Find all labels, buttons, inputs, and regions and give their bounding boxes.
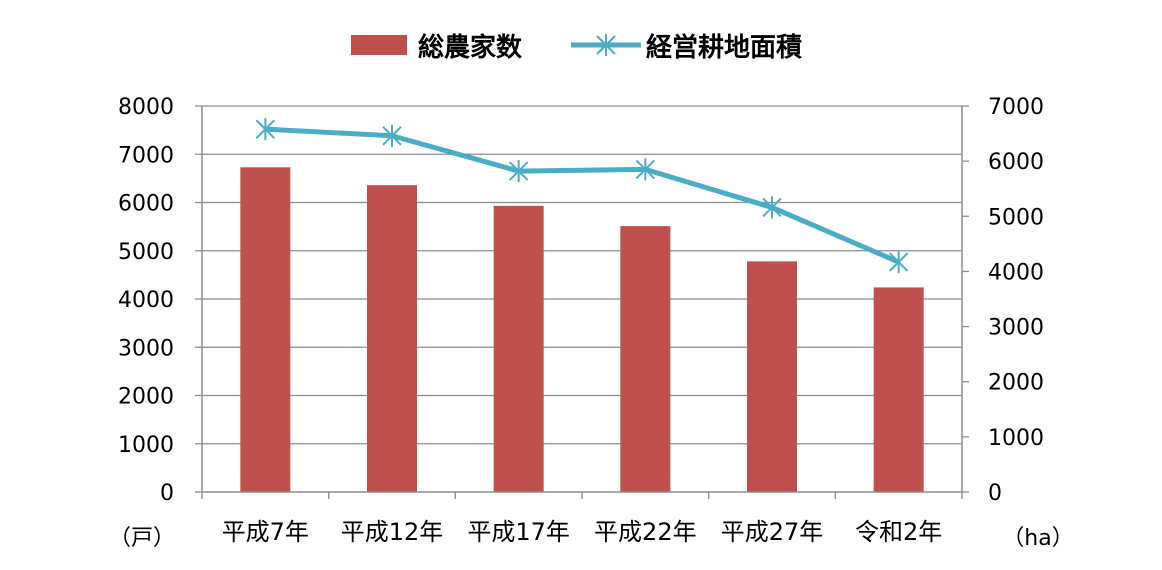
left-axis-unit: （戸） — [109, 526, 175, 551]
left-tick-label: 1000 — [118, 433, 174, 458]
left-tick-label: 4000 — [118, 288, 174, 313]
line-point-marker — [382, 124, 402, 147]
line-point-marker — [635, 158, 656, 181]
gridlines — [202, 105, 962, 445]
right-tick-label: 4000 — [988, 260, 1044, 285]
right-tick-label: 5000 — [988, 205, 1044, 230]
line-point-marker — [762, 196, 782, 219]
right-tick-label: 6000 — [988, 150, 1044, 175]
right-tick-label: 3000 — [988, 316, 1044, 341]
bar-series — [240, 167, 924, 492]
category-label: 平成7年 — [222, 518, 309, 546]
left-tick-label: 7000 — [118, 143, 174, 168]
left-tick-label: 6000 — [118, 192, 174, 217]
line-point-marker — [888, 251, 909, 274]
right-tick-label: 2000 — [988, 371, 1044, 396]
category-label: 令和2年 — [855, 518, 942, 546]
bar — [493, 205, 544, 492]
category-label: 平成12年 — [341, 518, 444, 546]
right-axis-unit: （ha） — [1002, 526, 1073, 551]
category-label: 平成22年 — [594, 518, 697, 546]
bar — [873, 287, 924, 492]
axis-labels: 0 1000 2000 3000 4000 5000 6000 7000 8000 0 1000 20… — [109, 95, 1074, 551]
legend-bar-swatch — [351, 35, 407, 55]
bar — [367, 185, 417, 492]
bar — [620, 226, 671, 492]
bar — [240, 167, 291, 492]
line-point-marker — [508, 160, 529, 183]
line-series — [255, 118, 909, 274]
left-tick-label: 2000 — [118, 385, 174, 410]
right-tick-label: 0 — [988, 481, 1002, 506]
left-tick-label: 0 — [160, 481, 174, 506]
right-tick-label: 7000 — [988, 95, 1044, 120]
right-tick-label: 1000 — [988, 426, 1044, 451]
line-point-marker — [255, 118, 276, 141]
left-tick-label: 8000 — [118, 95, 174, 120]
legend: 総農家数 経営耕地面積 — [351, 32, 802, 63]
bar — [747, 261, 797, 492]
category-label: 平成27年 — [721, 518, 824, 546]
legend-line-label: 経営耕地面積 — [646, 32, 802, 63]
left-tick-label: 3000 — [118, 336, 174, 361]
left-tick-label: 5000 — [118, 240, 174, 265]
line-series-path — [265, 126, 900, 265]
legend-bar-label: 総農家数 — [418, 32, 523, 63]
axes — [195, 105, 969, 499]
category-label: 平成17年 — [467, 518, 570, 546]
